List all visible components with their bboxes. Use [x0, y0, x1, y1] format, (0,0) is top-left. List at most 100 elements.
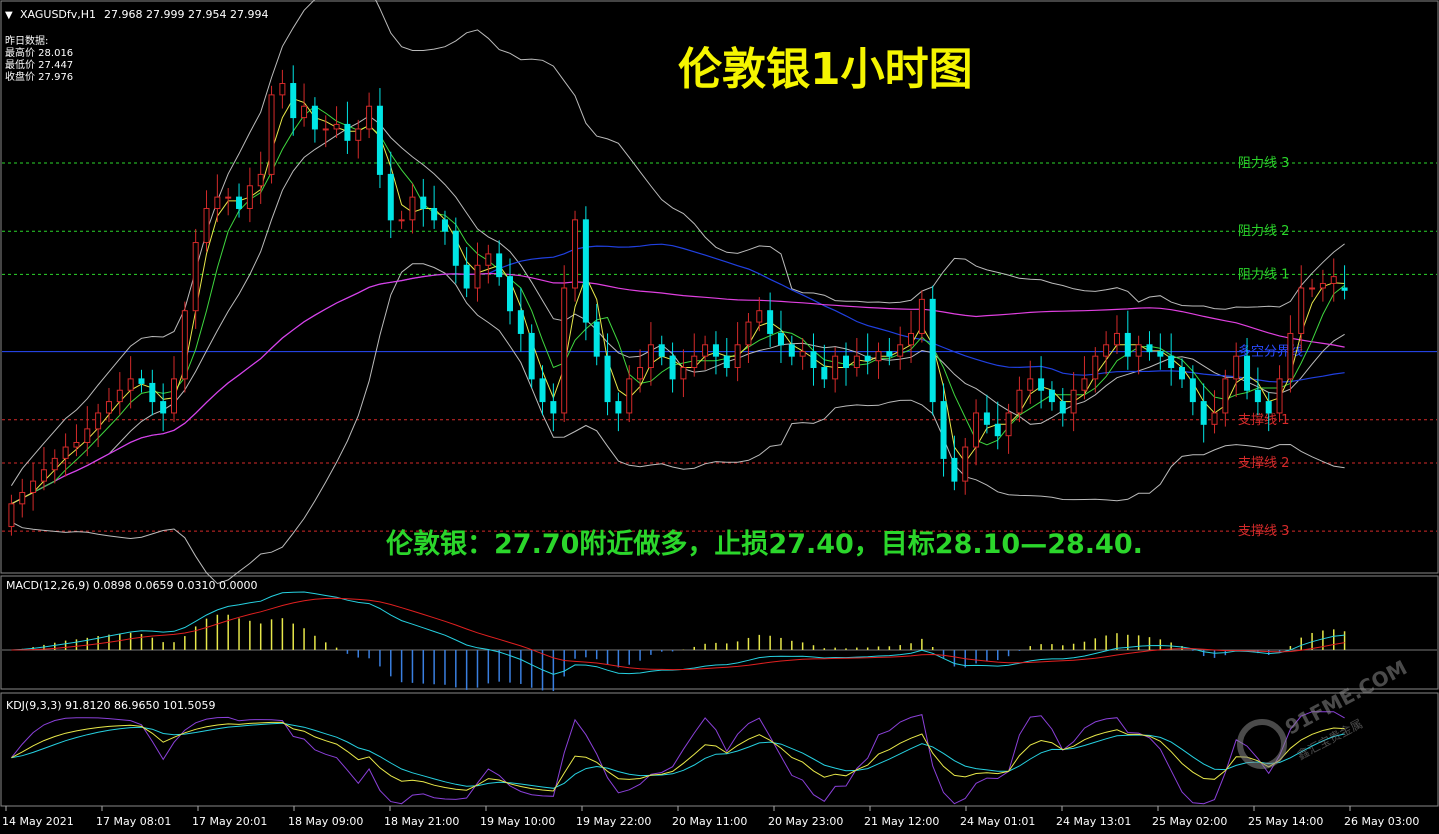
candle-body-5: [62, 446, 69, 459]
candle-body-28: [311, 105, 318, 130]
candle-body-78: [853, 355, 860, 369]
candle-body-122: [1330, 276, 1337, 284]
symbol-label: XAGUSDfv,H1: [20, 8, 96, 21]
candle-body-90: [983, 412, 990, 425]
candle-body-109: [1189, 378, 1196, 403]
level-label-1: 阻力线 3: [1238, 156, 1289, 171]
candle-body-29: [322, 128, 329, 131]
candle-body-71: [777, 332, 784, 346]
prev-low: 最低价 27.447: [5, 58, 73, 71]
header-triangle-icon[interactable]: ▼: [5, 10, 13, 21]
candle-body-84: [918, 298, 925, 334]
candle-body-13: [149, 382, 156, 403]
candle-body-50: [550, 401, 557, 414]
level-label-5: 支撑线 1: [1238, 413, 1289, 428]
candle-body-110: [1200, 401, 1207, 425]
candle-body-3: [40, 469, 47, 482]
candle-body-77: [843, 355, 849, 369]
candle-body-83: [908, 332, 915, 346]
level-label-2: 阻力线 2: [1238, 224, 1289, 239]
candle-body-97: [1059, 401, 1066, 414]
ohlc-label: 27.968 27.999 27.954 27.994: [104, 8, 268, 21]
candle-body-114: [1244, 355, 1251, 391]
x-tick-label-0: 14 May 2021: [2, 815, 74, 828]
candle-body-41: [452, 230, 459, 266]
candle-body-67: [734, 344, 741, 369]
candle-body-73: [799, 351, 806, 357]
chart-title: 伦敦银1小时图: [678, 44, 973, 95]
candle-body-38: [420, 196, 427, 209]
candle-body-10: [116, 389, 123, 403]
macd-indicator: [2, 591, 1437, 692]
candle-body-27: [301, 105, 308, 119]
candle-body-112: [1222, 378, 1229, 414]
candle-body-105: [1146, 344, 1153, 353]
kdj-label: KDJ(9,3,3) 91.8120 86.9650 101.5059: [6, 699, 215, 712]
bollinger-mid: [11, 115, 1345, 505]
candle-body-106: [1157, 351, 1164, 357]
candle-body-115: [1254, 389, 1261, 403]
bollinger-upper: [10, 0, 1345, 486]
candle-body-42: [463, 264, 470, 289]
x-axis: 14 May 2021 17 May 08:01 17 May 20:01 18 Ma…: [2, 806, 1419, 828]
candle-body-1: [19, 491, 26, 505]
candle-body-17: [192, 242, 199, 312]
candle-body-100: [1092, 355, 1099, 380]
level-label-6: 支撑线 2: [1238, 456, 1289, 471]
candle-body-32: [355, 128, 362, 141]
x-tick-label-4: 18 May 21:00: [384, 815, 459, 828]
kdj-d-line: [11, 722, 1345, 789]
kdj-k-line: [11, 721, 1345, 792]
candle-body-113: [1233, 355, 1240, 380]
candle-body-61: [669, 355, 676, 380]
candle-body-23: [257, 173, 264, 187]
candle-body-19: [214, 196, 221, 209]
candle-body-74: [810, 351, 817, 369]
candle-body-11: [127, 378, 134, 391]
candle-body-14: [160, 401, 167, 414]
candle-body-35: [387, 173, 394, 221]
x-tick-label-1: 17 May 08:01: [96, 815, 171, 828]
candle-body-52: [572, 219, 579, 289]
candle-body-102: [1113, 332, 1120, 346]
candle-body-121: [1319, 282, 1326, 289]
candle-body-12: [138, 378, 145, 384]
macd-signal-line: [11, 597, 1345, 671]
candle-body-120: [1309, 287, 1316, 290]
macd-line: [11, 591, 1345, 675]
ma-green: [11, 105, 1345, 505]
candle-body-37: [409, 196, 416, 221]
x-tick-label-9: 21 May 12:00: [864, 815, 939, 828]
x-tick-label-10: 24 May 01:01: [960, 815, 1035, 828]
candle-body-20: [225, 196, 232, 199]
macd-panel-frame: [0, 575, 1439, 690]
candle-body-45: [496, 253, 503, 278]
candle-body-101: [1103, 344, 1110, 357]
x-tick-label-12: 25 May 02:00: [1152, 815, 1227, 828]
candle-body-63: [691, 355, 698, 369]
candle-body-81: [886, 351, 893, 357]
candle-body-24: [268, 94, 275, 175]
x-tick-label-6: 19 May 22:00: [576, 815, 651, 828]
candle-body-47: [517, 310, 524, 334]
indicator-lines: [10, 0, 1345, 585]
watermark-logo-icon: [1237, 719, 1287, 769]
kdj-j-line: [11, 711, 1345, 805]
kdj-panel-frame: [0, 692, 1439, 807]
x-tick-label-13: 25 May 14:00: [1248, 815, 1323, 828]
candle-body-79: [864, 355, 871, 362]
candle-body-54: [593, 321, 600, 357]
candle-body-2: [30, 480, 37, 493]
macd-label: MACD(12,26,9) 0.0898 0.0659 0.0310 0.000…: [6, 579, 258, 592]
candle-body-66: [723, 355, 730, 369]
candle-body-72: [788, 344, 795, 357]
candle-body-89: [973, 412, 980, 448]
candle-body-92: [1005, 412, 1012, 437]
candle-body-60: [658, 344, 665, 357]
candle-body-65: [712, 344, 719, 357]
watermark: 91FME.COM 鑫汇宝贵金属: [1237, 655, 1411, 769]
main-panel-frame: [0, 0, 1439, 574]
bollinger-lower: [11, 263, 1345, 585]
candle-body-93: [1016, 389, 1023, 414]
candle-body-30: [333, 123, 340, 130]
